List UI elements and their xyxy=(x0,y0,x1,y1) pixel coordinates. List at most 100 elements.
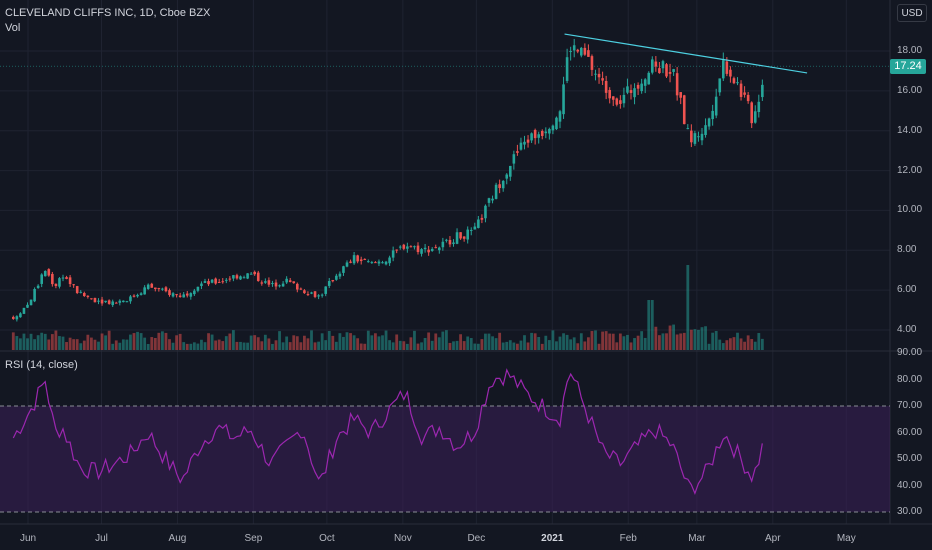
candle-body xyxy=(739,83,743,97)
volume-bar xyxy=(672,324,675,350)
volume-bar xyxy=(427,332,431,350)
candle-body xyxy=(260,282,264,284)
volume-bar xyxy=(97,341,100,350)
candle-body xyxy=(72,284,75,286)
volume-bar xyxy=(484,333,487,350)
candle-body xyxy=(516,151,519,153)
candle-body xyxy=(317,295,320,297)
candle-body xyxy=(675,73,679,96)
volume-bar xyxy=(363,343,367,350)
time-tick-label: May xyxy=(836,533,856,544)
volume-bar xyxy=(36,335,40,350)
candle-body xyxy=(409,246,413,248)
candle-body xyxy=(114,302,118,304)
symbol-title[interactable]: CLEVELAND CLIFFS INC, 1D, Cboe BZX xyxy=(5,7,211,19)
candle-body xyxy=(743,92,746,95)
volume-bar xyxy=(136,331,139,350)
candle-body xyxy=(278,285,281,287)
candle-body xyxy=(154,287,157,290)
volume-bar xyxy=(40,332,44,350)
volume-bar xyxy=(753,341,757,350)
candle-body xyxy=(136,294,139,297)
candle-body xyxy=(622,94,626,104)
volume-bar xyxy=(558,336,562,350)
volume-bar xyxy=(519,340,523,350)
candle-body xyxy=(626,86,629,93)
candle-body xyxy=(551,125,555,131)
candle-body xyxy=(750,102,753,124)
candle-body xyxy=(367,261,370,263)
candle-body xyxy=(129,296,132,302)
candle-body xyxy=(572,45,576,51)
volume-bar xyxy=(611,333,615,350)
volume-bar xyxy=(540,343,544,350)
volume-bar xyxy=(26,338,29,350)
candle-body xyxy=(239,276,242,280)
rsi-tick-label: 50.00 xyxy=(897,453,923,464)
volume-bar xyxy=(512,342,516,350)
volume-bar xyxy=(526,342,530,350)
candle-body xyxy=(512,154,516,164)
candle-body xyxy=(555,117,558,130)
volume-bar xyxy=(704,326,707,350)
candle-body xyxy=(271,283,274,285)
candle-body xyxy=(636,84,640,89)
candle-body xyxy=(217,281,221,283)
candle-body xyxy=(225,279,228,281)
volume-bar xyxy=(114,340,118,350)
candle-body xyxy=(427,249,430,253)
candle-body xyxy=(491,198,494,201)
volume-bar xyxy=(643,337,647,350)
volume-bar xyxy=(682,332,686,350)
candle-body xyxy=(487,198,491,203)
volume-bar xyxy=(210,334,214,350)
candle-body xyxy=(505,174,509,179)
volume-bar xyxy=(281,342,285,350)
candle-body xyxy=(331,280,335,282)
volume-bar xyxy=(153,337,157,350)
volume-bar xyxy=(93,339,97,350)
candle-body xyxy=(619,100,622,104)
candle-body xyxy=(381,262,384,264)
volume-bar xyxy=(324,340,328,350)
rsi-label[interactable]: RSI (14, close) xyxy=(5,359,78,371)
volume-bar xyxy=(576,343,580,350)
volume-bar xyxy=(618,333,622,350)
candle-body xyxy=(79,291,83,293)
candle-body xyxy=(668,71,672,74)
candle-body xyxy=(725,61,729,74)
volume-bar xyxy=(547,340,551,350)
candle-body xyxy=(327,281,331,286)
volume-bar xyxy=(29,333,33,350)
volume-bar xyxy=(658,335,661,350)
volume-bar xyxy=(82,340,86,350)
volume-bar xyxy=(743,341,746,350)
candle-body xyxy=(711,110,714,120)
candle-body xyxy=(26,304,29,308)
price-tick-label: 6.00 xyxy=(897,284,917,296)
candle-body xyxy=(523,141,526,145)
candle-body xyxy=(303,290,306,294)
time-tick-label: Oct xyxy=(319,533,335,544)
volume-bar xyxy=(604,331,608,350)
volume-bar xyxy=(476,343,480,350)
candle-body xyxy=(540,130,544,136)
candle-body xyxy=(210,279,214,283)
candle-body xyxy=(118,300,122,303)
rsi-tick-label: 80.00 xyxy=(897,373,923,385)
volume-bar xyxy=(249,335,253,350)
volume-bar xyxy=(107,330,111,350)
volume-label[interactable]: Vol xyxy=(5,22,21,34)
candle-body xyxy=(83,293,86,297)
currency-button[interactable]: USD xyxy=(897,4,927,22)
candle-body xyxy=(228,278,232,280)
volume-bar xyxy=(331,335,335,350)
candle-body xyxy=(498,184,501,189)
volume-bar xyxy=(537,336,541,350)
candle-body xyxy=(178,295,182,298)
volume-bar xyxy=(75,339,79,350)
volume-bar xyxy=(288,342,292,350)
volume-bar xyxy=(374,333,377,350)
candle-body xyxy=(58,278,61,287)
